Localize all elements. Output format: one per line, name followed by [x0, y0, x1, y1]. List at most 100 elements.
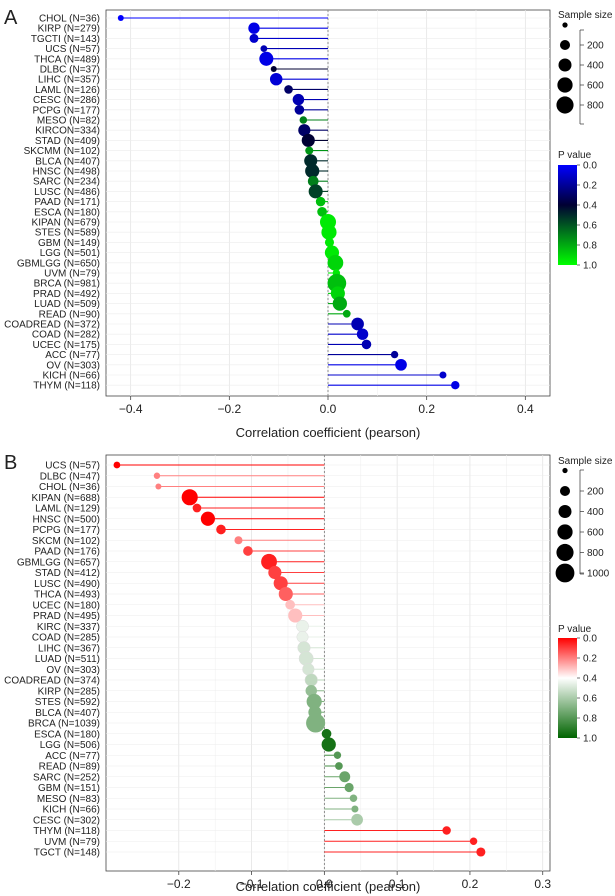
y-tick-label: MESO (N=83) — [37, 794, 100, 805]
lollipop-dot — [200, 511, 215, 526]
y-tick-label: KICH (N=66) — [42, 371, 100, 382]
color-legend-ticks-b: 0.0 0.2 0.4 0.6 0.8 1.0 — [577, 634, 597, 745]
y-tick-label: SKCMM (N=102) — [24, 146, 100, 157]
color-legend-label: 0.0 — [583, 634, 597, 645]
size-legend-label: 200 — [587, 487, 604, 498]
y-tick-label: BRCA (N=1039) — [28, 719, 100, 730]
lollipop-dot — [306, 693, 322, 710]
y-tick-label: LUSC (N=490) — [34, 579, 100, 590]
y-tick-label: LAML (N=126) — [35, 85, 100, 96]
lollipop-dot — [153, 472, 161, 479]
y-tick-label: UCS (N=57) — [45, 44, 100, 55]
color-legend-label: 1.0 — [583, 261, 597, 272]
y-tick-label: PCPG (N=177) — [32, 525, 100, 536]
y-tick-label: COAD (N=282) — [32, 330, 100, 341]
y-tick-label: CHOL (N=36) — [39, 482, 100, 493]
lollipop-dot — [248, 22, 260, 34]
lollipop-dot — [327, 254, 344, 271]
y-tick-label: KIPAN (N=679) — [32, 218, 100, 229]
y-tick-label: DLBC (N=37) — [40, 65, 100, 76]
lollipop-dot — [451, 380, 460, 390]
lollipop-dot — [288, 608, 303, 623]
y-tick-label: ESCA (N=180) — [34, 207, 100, 218]
size-legend-items-a: 200 400 600 800 — [556, 22, 604, 125]
color-legend-ticks-a: 0.0 0.2 0.4 0.6 0.8 1.0 — [577, 161, 597, 272]
lollipop-dot — [305, 685, 317, 697]
y-tick-label: STAD (N=412) — [35, 568, 100, 579]
y-tick-label: GBMLGG (N=657) — [17, 557, 100, 568]
lollipop-dot — [298, 124, 311, 137]
lollipop-dot — [305, 146, 314, 155]
dots-a — [117, 15, 460, 390]
x-tick-label: 0.2 — [418, 402, 435, 416]
lollipop-dot — [317, 206, 327, 217]
x-tick-label: 0.2 — [462, 877, 479, 891]
y-tick-labels-a: CHOL (N=36)KIRP (N=279)TGCTI (N=143)UCS … — [4, 14, 100, 392]
y-tick-label: KIRCON=334) — [35, 126, 100, 137]
size-legend-dot — [559, 39, 571, 51]
y-tick-label: THYM (N=118) — [33, 381, 100, 392]
size-legend-dot — [556, 96, 574, 114]
y-tick-label: SARC (N=234) — [33, 177, 100, 188]
y-tick-label: ACC (N=77) — [45, 350, 100, 361]
color-legend-label: 0.6 — [583, 694, 597, 705]
lollipop-dot — [269, 72, 283, 86]
lollipop-dot — [351, 805, 359, 813]
y-tick-label: LIHC (N=367) — [38, 643, 100, 654]
lollipop-dot — [356, 328, 369, 340]
panel-b: B UCS (N=57)DLBC (N=47)CHOL (N=36)KIPAN … — [4, 452, 613, 894]
y-tick-label: PAAD (N=176) — [34, 547, 100, 558]
y-tick-label: LUAD (N=509) — [34, 299, 100, 310]
color-bar-b — [558, 638, 577, 738]
lollipop-dot — [243, 546, 253, 556]
lollipop-dot — [342, 309, 351, 318]
lollipop-dot — [349, 794, 358, 803]
lollipop-dot — [321, 224, 337, 240]
lollipop-dot — [476, 847, 486, 857]
lollipop-dot — [284, 85, 293, 94]
lollipop-dot — [306, 713, 326, 733]
y-tick-label: UCEC (N=180) — [32, 600, 100, 611]
y-tick-label: TGCTI (N=143) — [31, 34, 100, 45]
color-legend-label: 0.8 — [583, 714, 597, 725]
y-tick-label: UCS (N=57) — [45, 461, 100, 472]
x-axis-label-a: Correlation coefficient (pearson) — [236, 425, 421, 440]
lollipop-dot — [260, 45, 268, 52]
lollipop-dot — [351, 813, 363, 826]
color-legend-label: 0.0 — [583, 161, 597, 172]
y-tick-label: BLCA (N=407) — [35, 708, 100, 719]
lollipop-dot — [113, 461, 121, 469]
panel-a: A CHOL (N=36)KIRP (N=279)TGCTI (N=143)UC… — [4, 7, 613, 440]
lollipop-dot — [324, 237, 335, 247]
x-tick-label: 0.1 — [389, 877, 406, 891]
size-legend-label: 200 — [587, 41, 604, 52]
lollipop-dot — [296, 631, 309, 643]
y-tick-label: LUAD (N=511) — [35, 654, 100, 665]
lollipop-dot — [469, 837, 478, 845]
y-tick-label: LAML (N=129) — [35, 504, 100, 515]
y-tick-label: STES (N=592) — [35, 697, 100, 708]
x-tick-label: −0.2 — [217, 402, 241, 416]
y-tick-label: HNSC (N=498) — [32, 167, 100, 178]
lollipop-dot — [307, 175, 319, 187]
color-bar-a — [558, 165, 577, 265]
lollipop-dot — [395, 358, 407, 371]
lollipop-dot — [321, 728, 332, 739]
y-tick-label: STAD (N=409) — [35, 136, 100, 147]
color-legend-label: 0.2 — [583, 654, 597, 665]
size-legend-label: 1000 — [587, 569, 610, 580]
lollipop-dot — [155, 483, 162, 490]
size-legend-label: 800 — [587, 548, 604, 559]
lollipop-dot — [333, 751, 342, 759]
size-legend-b: Sample size 200 400 600 800 1000 — [555, 456, 613, 583]
lollipop-dot — [216, 524, 226, 535]
lollipop-dot — [299, 116, 308, 124]
lollipop-dot — [181, 489, 198, 506]
y-tick-label: BRCA (N=981) — [34, 279, 100, 290]
lollipop-dot — [351, 317, 364, 331]
lollipop-dot — [339, 771, 351, 783]
dots-b — [113, 461, 486, 857]
lollipop-dot — [308, 184, 323, 199]
x-tick-label: −0.1 — [240, 877, 264, 891]
y-tick-label: KIRP (N=279) — [38, 24, 100, 35]
